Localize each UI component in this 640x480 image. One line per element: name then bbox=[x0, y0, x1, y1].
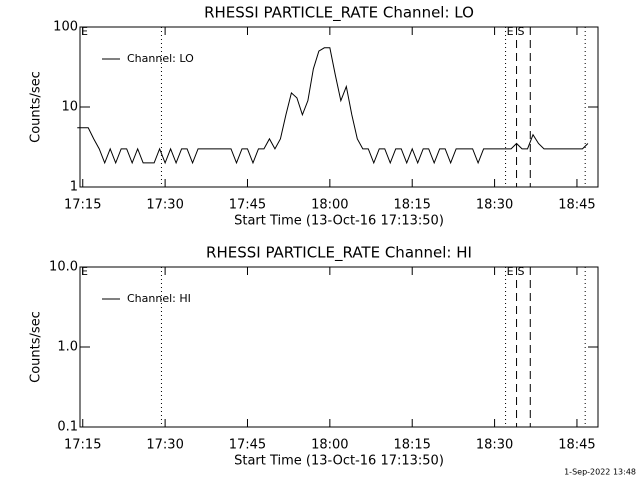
marker-label: E bbox=[507, 265, 514, 278]
x-tick-label: 17:30 bbox=[146, 438, 183, 453]
y-axis-label: Counts/sec bbox=[29, 71, 44, 143]
x-tick-label: 18:00 bbox=[311, 198, 348, 213]
legend-label: Channel: HI bbox=[127, 292, 191, 305]
x-tick-label: 18:45 bbox=[558, 198, 595, 213]
x-tick-label: 17:30 bbox=[146, 198, 183, 213]
x-tick-label: 18:45 bbox=[558, 438, 595, 453]
x-axis-label: Start Time (13-Oct-16 17:13:50) bbox=[234, 214, 444, 229]
x-tick-label: 17:15 bbox=[64, 438, 101, 453]
x-tick-label: 18:15 bbox=[393, 198, 430, 213]
y-tick-label: 0.1 bbox=[57, 420, 78, 435]
x-tick-label: 18:15 bbox=[393, 438, 430, 453]
y-tick-label: 10 bbox=[61, 100, 78, 115]
y-tick-label: 1.0 bbox=[57, 340, 78, 355]
marker-label: E bbox=[81, 265, 88, 278]
marker-label: S bbox=[518, 25, 525, 38]
chart-title: RHESSI PARTICLE_RATE Channel: HI bbox=[206, 244, 472, 263]
x-tick-label: 18:30 bbox=[476, 438, 513, 453]
y-axis-label: Counts/sec bbox=[29, 311, 44, 383]
legend-label: Channel: LO bbox=[127, 52, 194, 65]
y-tick-label: 1 bbox=[70, 180, 78, 195]
y-tick-label: 10.0 bbox=[49, 260, 78, 275]
marker-label: E bbox=[507, 25, 514, 38]
y-tick-label: 100 bbox=[53, 20, 78, 35]
data-line bbox=[77, 47, 589, 165]
marker-label: S bbox=[518, 265, 525, 278]
chart-title: RHESSI PARTICLE_RATE Channel: LO bbox=[204, 4, 474, 23]
x-tick-label: 17:45 bbox=[229, 198, 266, 213]
marker-label: E bbox=[81, 25, 88, 38]
x-tick-label: 17:45 bbox=[229, 438, 266, 453]
x-axis-label: Start Time (13-Oct-16 17:13:50) bbox=[234, 454, 444, 469]
x-tick-label: 18:00 bbox=[311, 438, 348, 453]
x-tick-label: 17:15 bbox=[64, 198, 101, 213]
x-tick-label: 18:30 bbox=[476, 198, 513, 213]
footer: 1-Sep-2022 13:48 bbox=[564, 468, 636, 477]
